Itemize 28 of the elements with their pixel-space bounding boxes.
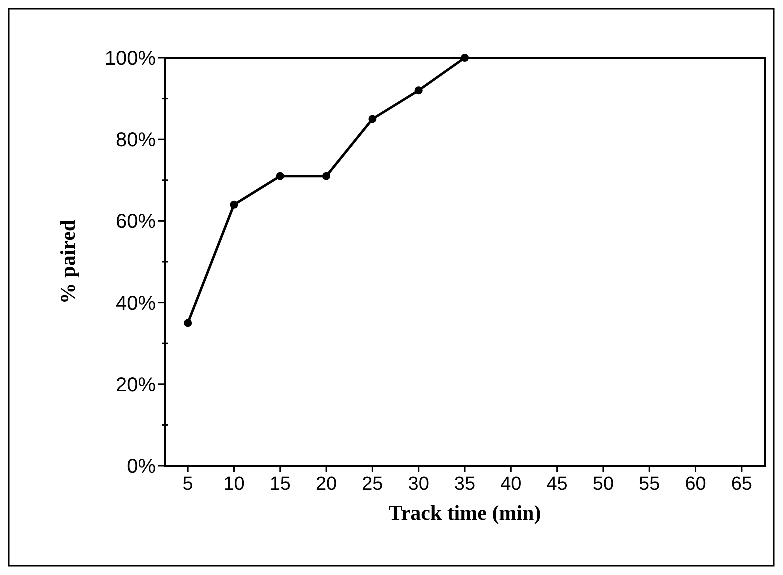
x-tick-label: 55 [639,474,660,495]
x-tick-label: 45 [546,474,568,495]
y-axis-title: % paired [56,220,80,304]
point [322,172,331,180]
x-tick-label: 40 [500,474,522,495]
point [414,86,423,95]
y-tick-label: 40% [116,292,156,315]
x-tick-label: 15 [270,474,291,495]
y-tick-label: 100% [104,48,156,70]
point [461,54,469,62]
point [184,319,192,328]
x-tick-label: 5 [182,474,194,495]
x-tick-label: 25 [362,474,384,495]
x-tick-label: 30 [408,474,430,495]
point [230,200,238,209]
y-tick-label: 0% [127,456,156,478]
point [276,172,284,180]
point [368,115,377,124]
x-tick-label: 35 [454,474,476,495]
x-tick-label: 60 [685,474,706,495]
x-tick-label: 65 [731,474,752,495]
y-tick-label: 60% [116,211,156,234]
x-tick-label: 50 [592,474,614,495]
x-axis-title: Track time (min) [388,501,542,525]
y-tick-label: 80% [116,130,156,152]
y-tick-label: 20% [116,374,156,396]
x-tick-label: 20 [316,474,338,495]
x-tick-label: 10 [224,474,245,495]
